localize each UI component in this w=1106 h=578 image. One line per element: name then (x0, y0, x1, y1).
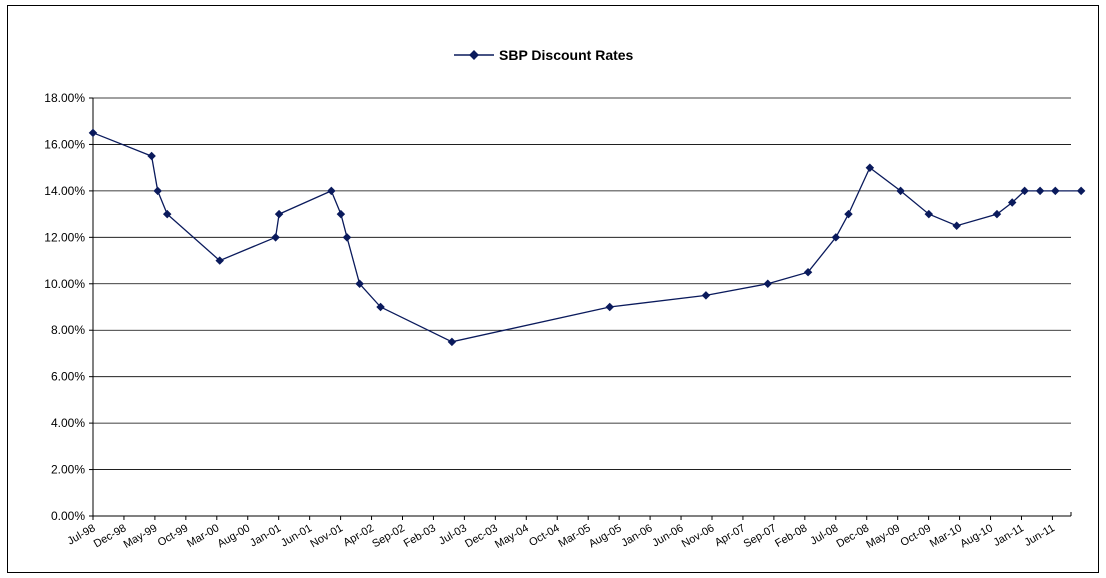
data-point (896, 186, 905, 196)
x-tick-label: Mar-00 (185, 522, 221, 550)
y-tick-label: 4.00% (51, 416, 85, 430)
data-point (952, 221, 961, 230)
data-point (153, 186, 162, 196)
legend: SBP Discount Rates (454, 47, 634, 63)
y-tick-label: 2.00% (51, 463, 85, 477)
data-point (763, 279, 773, 288)
x-tick-label: May-99 (122, 522, 160, 551)
data-point (447, 337, 457, 347)
y-tick-label: 14.00% (44, 184, 85, 198)
y-tick-label: 0.00% (51, 509, 85, 523)
y-tick-label: 12.00% (44, 230, 85, 244)
x-tick-label: Sep-07 (742, 522, 779, 550)
y-tick-label: 16.00% (44, 137, 85, 151)
x-tick-label: Oct-99 (156, 522, 191, 549)
data-point (924, 209, 934, 219)
y-tick-label: 18.00% (44, 91, 85, 105)
grid-lines (93, 97, 1071, 470)
x-tick-label: Jan-01 (248, 522, 283, 549)
x-tick-label: Aug-00 (216, 522, 253, 550)
data-point (1007, 198, 1017, 207)
x-tick-label: Nov-01 (308, 522, 345, 550)
x-tick-labels: Jul-98Dec-98May-99Oct-99Mar-00Aug-00Jan-… (66, 516, 1057, 551)
axes (92, 98, 1072, 517)
x-tick-label: Feb-08 (773, 522, 809, 550)
y-tick-label: 6.00% (51, 370, 85, 384)
data-point (336, 209, 346, 219)
x-tick-label: Jun-11 (1023, 522, 1057, 549)
x-tick-label: Jun-01 (279, 522, 314, 549)
y-tick-labels: 0.00% 2.00% 4.00% 6.00% 8.00% 10.00% 12.00% 14.… (44, 91, 93, 523)
x-tick-label: Jul-03 (437, 522, 469, 547)
data-point (88, 128, 98, 138)
x-tick-label: Mar-10 (928, 522, 964, 550)
x-tick-label: May-04 (493, 522, 531, 551)
chart-frame (7, 5, 1099, 573)
data-point (342, 233, 352, 242)
y-tick-label: 10.00% (44, 277, 85, 291)
x-tick-label: Oct-04 (527, 522, 562, 549)
x-tick-label: Jun-06 (650, 522, 685, 549)
x-tick-label: Dec-08 (835, 522, 872, 550)
x-tick-label: Jan-06 (619, 522, 654, 549)
legend-label: SBP Discount Rates (499, 47, 634, 63)
x-tick-label: Aug-10 (958, 522, 995, 550)
data-point (1035, 186, 1045, 196)
data-point (274, 209, 284, 219)
data-point (147, 151, 156, 161)
x-tick-label: Mar-05 (557, 522, 593, 550)
x-tick-label: Sep-02 (370, 522, 407, 550)
x-tick-label: May-09 (864, 522, 902, 551)
series-sbp-discount-rates (88, 128, 1086, 347)
x-tick-label: Apr-07 (713, 522, 748, 549)
data-point (992, 209, 1002, 219)
data-point (844, 209, 853, 219)
x-tick-label: Feb-03 (402, 522, 438, 550)
x-tick-label: Aug-05 (587, 522, 624, 550)
data-point (271, 233, 280, 242)
data-point (865, 163, 875, 172)
x-tick-label: Jan-11 (992, 522, 1026, 549)
data-point (701, 291, 711, 300)
data-point (1051, 186, 1060, 196)
x-tick-label: Dec-98 (92, 522, 129, 550)
data-point (1020, 186, 1029, 196)
x-tick-label: Dec-03 (463, 522, 500, 550)
x-tick-label: Oct-09 (899, 522, 934, 549)
data-point (162, 209, 172, 219)
data-point (327, 186, 336, 196)
legend-diamond-marker (469, 50, 479, 60)
x-tick-label: Apr-02 (341, 522, 376, 549)
data-point (355, 279, 364, 289)
data-point (605, 302, 614, 312)
data-point (1076, 186, 1086, 196)
x-tick-label: Jul-08 (808, 522, 840, 547)
x-tick-label: Nov-06 (680, 522, 717, 550)
x-tick-label: Jul-98 (66, 522, 98, 547)
y-tick-label: 8.00% (51, 323, 85, 337)
